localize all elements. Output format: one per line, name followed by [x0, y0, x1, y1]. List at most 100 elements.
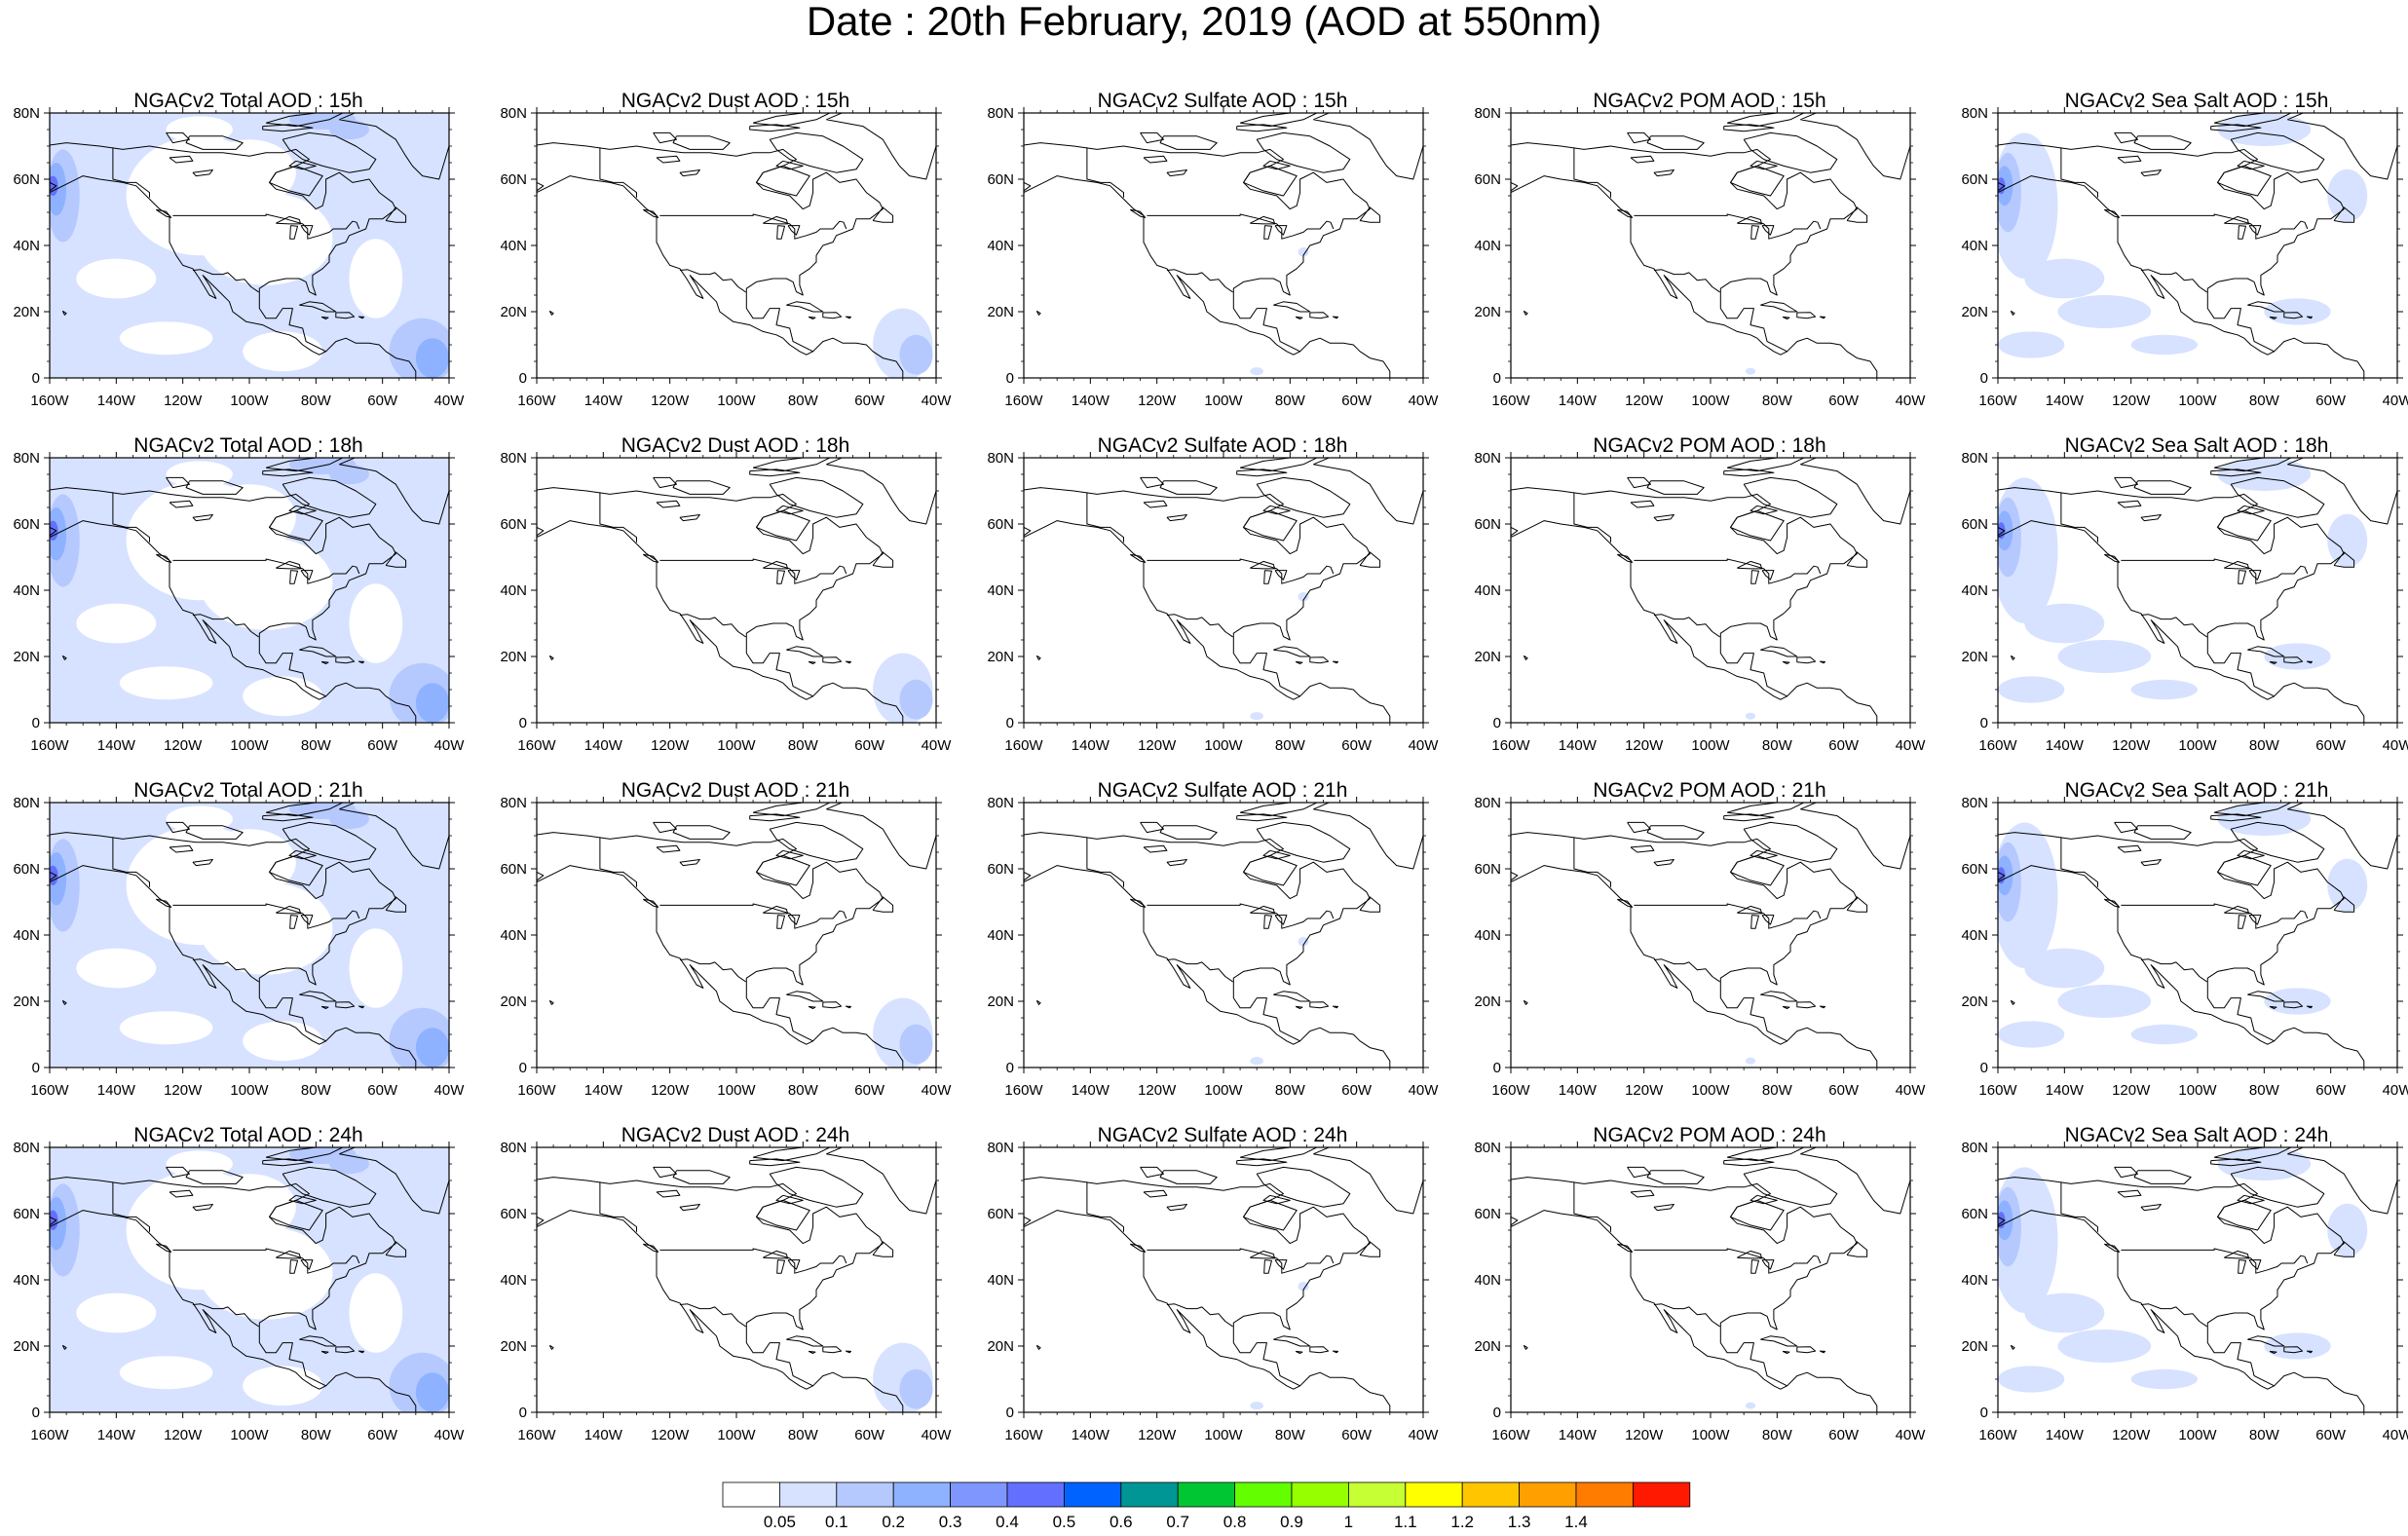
aod-shading [50, 803, 449, 1068]
aod-patch [1298, 1282, 1309, 1292]
lon-tick-label: 140W [1559, 1427, 1598, 1443]
aod-patch [1298, 247, 1309, 257]
lon-tick-label: 80W [1762, 1427, 1793, 1443]
aod-patch [2264, 643, 2331, 670]
map-panel: NGACv2 POM AOD : 24h 80N 60N 40N 20N 0 160W 140… [1466, 1124, 1953, 1455]
lat-tick-label: 60N [13, 516, 40, 533]
coastline-path [1782, 1350, 1790, 1354]
coastline-path [653, 821, 677, 834]
lon-tick-label: 100W [1691, 1427, 1730, 1443]
lat-tick-label: 0 [1006, 370, 1014, 387]
lon-tick-label: 120W [651, 1082, 690, 1099]
coastline-path [265, 1147, 344, 1162]
lat-tick-label: 80N [500, 795, 527, 811]
coastline-path [2287, 113, 2397, 180]
lat-tick-label: 0 [1493, 370, 1501, 387]
lat-tick-label: 20N [13, 304, 40, 320]
lat-tick-label: 20N [500, 649, 527, 665]
lat-tick-label: 40N [987, 927, 1014, 944]
lon-tick-label: 80W [1275, 393, 1306, 409]
colorbar-label: 1.1 [1394, 1513, 1417, 1531]
map-panel: NGACv2 Sea Salt AOD : 15h 80N 60N 40N 20N 0 16… [1953, 90, 2408, 421]
aod-shading [1745, 712, 1756, 720]
lon-tick-label: 160W [1491, 1427, 1530, 1443]
coastline-path [156, 1243, 172, 1253]
lat-tick-label: 0 [1006, 1060, 1014, 1076]
coastline-path [1634, 1248, 1822, 1274]
panel-title: NGACv2 Dust AOD : 15h [621, 90, 850, 112]
lat-tick-label: 60N [1961, 861, 1988, 878]
coastline-path [112, 492, 150, 543]
coastline-path [763, 215, 789, 225]
coastline-path [1782, 660, 1790, 664]
coastline-path [1243, 509, 1298, 542]
coastline-path [1723, 813, 1775, 822]
lat-tick-label: 20N [1474, 649, 1501, 665]
lat-tick-label: 80N [1961, 450, 1988, 467]
lat-tick-label: 0 [32, 370, 40, 387]
coastlines [1024, 113, 1423, 378]
coastline-path [1262, 505, 1291, 515]
coastline-path [1796, 1001, 1817, 1009]
coastline-path [1140, 476, 1164, 489]
coastline-path [1523, 310, 1528, 316]
lon-tick-label: 40W [922, 1082, 953, 1099]
coastline-path [1750, 849, 1778, 860]
coastline-path [2114, 1166, 2138, 1179]
lat-tick-label: 60N [1474, 516, 1501, 533]
map-plot: 80N 60N 40N 20N 0 160W 140W 120W 100W 80W 60W 40W [1474, 1140, 1926, 1443]
coastline-path [156, 898, 172, 908]
coastline-path [192, 1204, 213, 1212]
aod-patch [329, 1153, 369, 1175]
lat-tick-label: 80N [1474, 795, 1501, 811]
coastline-path [2287, 458, 2397, 525]
coastline-path [679, 614, 746, 638]
lat-tick-label: 40N [1961, 927, 1988, 944]
coastline-path [1760, 1335, 1798, 1347]
lon-tick-label: 140W [1559, 737, 1598, 754]
coastline-path [320, 660, 329, 664]
lat-tick-label: 60N [13, 1206, 40, 1222]
coastline-path [166, 476, 190, 489]
lat-tick-label: 40N [1961, 238, 1988, 254]
coastline-path [2140, 859, 2162, 867]
coastline-path [1743, 821, 1838, 863]
coastline-path [808, 1350, 816, 1354]
map-panel: NGACv2 Total AOD : 24h 80N 60N 40N 20N 0 160W 1… [5, 1124, 492, 1455]
coastline-path [2230, 131, 2325, 173]
coastlines [537, 458, 936, 723]
aod-patch [349, 583, 403, 663]
map-frame [1023, 1146, 1424, 1413]
coastline-path [2114, 821, 2138, 834]
coastline-path [1263, 915, 1272, 929]
aod-patch [1298, 592, 1309, 602]
panel-title: NGACv2 Sea Salt AOD : 24h [2064, 1124, 2329, 1146]
coastline-path [2060, 147, 2098, 198]
aod-patch [2264, 988, 2331, 1015]
coastline-path [1573, 1181, 1611, 1232]
lon-tick-label: 160W [30, 393, 69, 409]
lon-tick-label: 100W [230, 737, 269, 754]
aod-patch [119, 1356, 213, 1390]
lat-tick-label: 40N [987, 238, 1014, 254]
lon-tick-label: 120W [164, 737, 203, 754]
coastline-path [276, 560, 302, 570]
coastline-path [752, 803, 831, 817]
coastline-path [1573, 147, 1611, 198]
map-plot: 80N 60N 40N 20N 0 160W 140W 120W 100W 80W 60W 40W [500, 795, 953, 1099]
coastline-path [2269, 1005, 2277, 1009]
coastline-path [2133, 480, 2192, 495]
coastline-path [656, 155, 681, 164]
coastline-path [2210, 468, 2262, 477]
lat-tick-label: 0 [1493, 1405, 1501, 1421]
coastline-path [2121, 903, 2309, 929]
coastline-path [1723, 468, 1775, 477]
coastline-path [385, 896, 407, 913]
coastline-path [185, 135, 244, 150]
coastline-path [299, 646, 337, 657]
lon-tick-label: 60W [367, 737, 398, 754]
coastline-path [1630, 844, 1655, 853]
panel-title: NGACv2 Sulfate AOD : 18h [1097, 434, 1348, 457]
lon-tick-label: 140W [2046, 1427, 2085, 1443]
coastline-path [1646, 480, 1705, 495]
